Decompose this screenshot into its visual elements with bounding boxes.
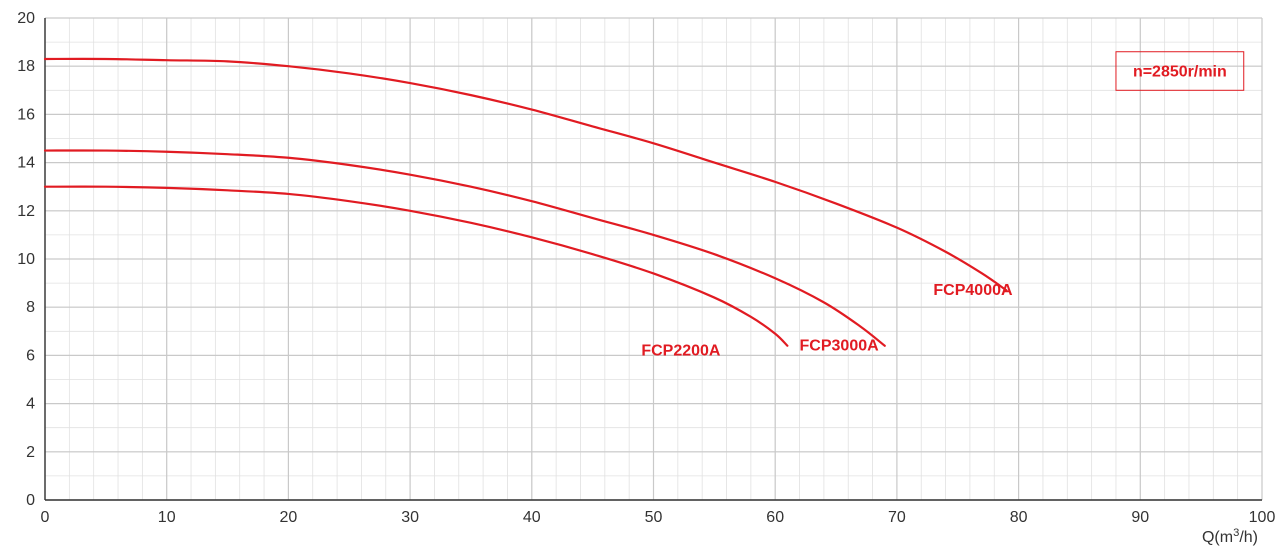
x-tick-label: 80 <box>1010 509 1028 526</box>
x-tick-label: 10 <box>158 509 176 526</box>
x-axis-title: Q(m3/h) <box>1202 527 1258 546</box>
x-tick-label: 100 <box>1249 509 1276 526</box>
y-tick-label: 8 <box>26 299 35 316</box>
series-label-fcp2200a: FCP2200A <box>641 342 721 359</box>
x-tick-label: 30 <box>401 509 419 526</box>
x-tick-label: 20 <box>280 509 298 526</box>
pump-curve-chart: 0 10 20 30 40 50 60 70 80 90 100 0 2 4 6 8 10 12 14 16 18 20 Q… <box>0 0 1280 555</box>
y-tick-label: 12 <box>17 203 35 220</box>
series-label-fcp3000a: FCP3000A <box>800 338 880 355</box>
y-tick-label: 14 <box>17 155 35 172</box>
y-tick-label: 0 <box>26 492 35 509</box>
y-tick-label: 20 <box>17 10 35 27</box>
annotation-text: n=2850r/min <box>1133 64 1227 81</box>
x-tick-label: 0 <box>41 509 50 526</box>
y-tick-label: 2 <box>26 444 35 461</box>
x-tick-label: 50 <box>645 509 663 526</box>
y-tick-label: 18 <box>17 58 35 75</box>
x-tick-label: 90 <box>1131 509 1149 526</box>
y-tick-label: 16 <box>17 106 35 123</box>
chart-svg: 0 10 20 30 40 50 60 70 80 90 100 0 2 4 6 8 10 12 14 16 18 20 Q… <box>0 0 1280 555</box>
x-tick-label: 40 <box>523 509 541 526</box>
y-tick-label: 10 <box>17 251 35 268</box>
x-tick-label: 70 <box>888 509 906 526</box>
x-tick-label: 60 <box>766 509 784 526</box>
series-label-fcp4000a: FCP4000A <box>933 282 1013 299</box>
y-tick-label: 4 <box>26 396 35 413</box>
y-tick-label: 6 <box>26 347 35 364</box>
